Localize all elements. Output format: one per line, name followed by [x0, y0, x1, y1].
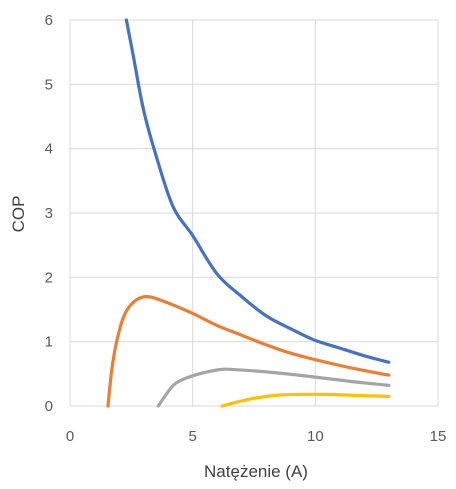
y-tick-label: 2 — [45, 269, 53, 286]
y-tick-label: 1 — [45, 334, 53, 351]
y-axis-ticks: 0 1 2 3 4 5 6 — [45, 12, 53, 415]
series-group — [106, 18, 391, 408]
x-tick-label: 0 — [66, 428, 74, 445]
y-tick-label: 0 — [45, 398, 53, 415]
x-tick-label: 15 — [430, 428, 447, 445]
y-axis-label: COP — [9, 196, 28, 233]
x-axis-ticks: 0 5 10 15 — [66, 428, 447, 445]
y-tick-label: 3 — [45, 205, 53, 222]
y-tick-label: 4 — [45, 141, 53, 158]
x-tick-label: 10 — [307, 428, 324, 445]
series-line-2 — [106, 295, 391, 408]
series-line-3 — [156, 367, 391, 408]
y-tick-label: 6 — [45, 12, 53, 29]
x-axis-label: Natężenie (A) — [204, 462, 308, 481]
series-line-1 — [124, 18, 391, 364]
x-tick-label: 5 — [188, 428, 196, 445]
grid — [69, 19, 439, 407]
series-line-4 — [220, 392, 391, 408]
y-tick-label: 5 — [45, 76, 53, 93]
